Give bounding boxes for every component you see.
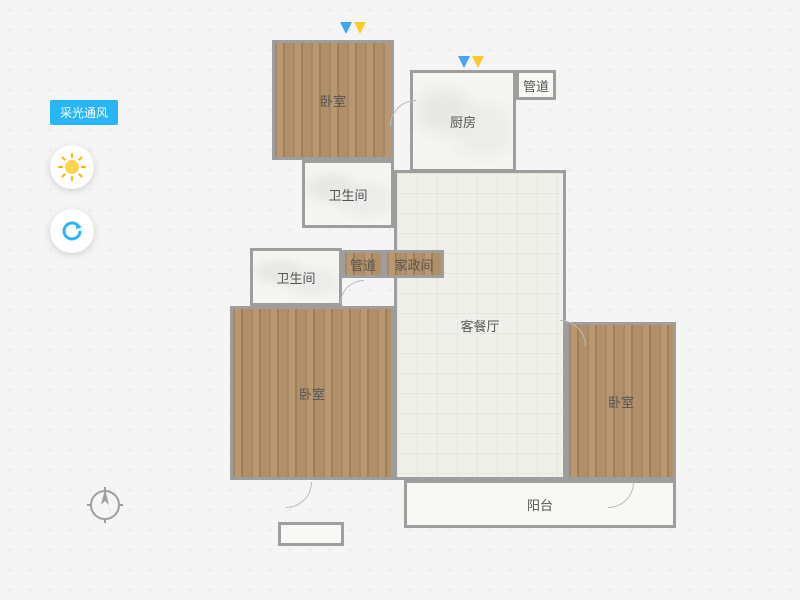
sun-icon — [58, 153, 86, 181]
room-utility: 家政间 — [384, 250, 444, 278]
room-kitchen: 厨房 — [410, 70, 516, 172]
room-label: 管道 — [350, 255, 376, 274]
blue-arrow-icon — [340, 22, 352, 34]
compass-icon — [85, 485, 125, 525]
room-duct-mid: 管道 — [342, 250, 384, 278]
room-bedroom-top: 卧室 — [272, 40, 394, 160]
room-bath-upper: 卫生间 — [302, 160, 394, 228]
airflow-marker — [340, 22, 366, 34]
yellow-arrow-icon — [472, 56, 484, 68]
room-label: 管道 — [523, 76, 549, 95]
lighting-badge: 采光通风 — [50, 100, 118, 125]
airflow-marker — [458, 56, 484, 68]
room-bedroom-left: 卧室 — [230, 306, 394, 480]
room-label: 卫生间 — [328, 185, 367, 204]
side-panel: 采光通风 — [50, 100, 118, 253]
door-arc — [286, 482, 312, 508]
room-label: 客餐厅 — [460, 316, 499, 335]
room-label: 阳台 — [527, 495, 553, 514]
room-label: 家政间 — [394, 255, 433, 274]
window-ledge — [278, 522, 344, 546]
room-bath-lower: 卫生间 — [250, 248, 342, 306]
room-duct-top: 管道 — [516, 70, 556, 100]
refresh-button[interactable] — [50, 209, 94, 253]
refresh-icon — [59, 218, 85, 244]
door-arc — [340, 280, 364, 304]
room-label: 卧室 — [299, 384, 325, 403]
room-label: 卧室 — [320, 91, 346, 110]
room-balcony: 阳台 — [404, 480, 676, 528]
room-label: 厨房 — [450, 112, 476, 131]
floorplan: 客餐厅卧室厨房管道卫生间卫生间管道家政间卧室卧室阳台 — [200, 30, 680, 560]
room-label: 卧室 — [608, 392, 634, 411]
compass — [85, 485, 125, 525]
yellow-arrow-icon — [354, 22, 366, 34]
blue-arrow-icon — [458, 56, 470, 68]
room-living: 客餐厅 — [394, 170, 566, 480]
sun-button[interactable] — [50, 145, 94, 189]
room-label: 卫生间 — [276, 268, 315, 287]
